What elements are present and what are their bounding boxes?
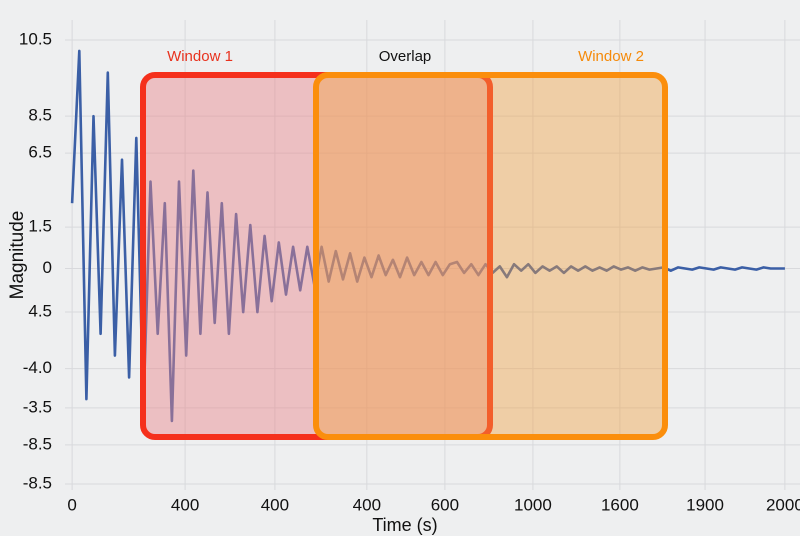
x-tick-label: 0 — [67, 495, 76, 514]
y-tick-label: -4.0 — [23, 358, 52, 377]
y-tick-label: -8.5 — [23, 473, 52, 492]
x-tick-label: 400 — [353, 495, 381, 514]
x-tick-label: 2000 — [766, 495, 800, 514]
y-tick-label: 0 — [43, 258, 52, 277]
y-tick-label: 10.5 — [19, 29, 52, 48]
x-tick-label: 400 — [261, 495, 289, 514]
y-tick-label: 6.5 — [28, 143, 52, 162]
x-tick-label: 400 — [171, 495, 199, 514]
y-tick-label: 4.5 — [28, 302, 52, 321]
y-tick-label: -3.5 — [23, 397, 52, 416]
x-tick-label: 600 — [431, 495, 459, 514]
x-tick-label: 1000 — [514, 495, 552, 514]
x-axis-label: Time (s) — [372, 515, 437, 535]
x-tick-label: 1600 — [601, 495, 639, 514]
annotation: Window 2 — [578, 48, 644, 65]
y-tick-label: 1.5 — [28, 217, 52, 236]
y-axis-label: Magnitude — [7, 211, 28, 300]
window-2-box — [313, 72, 668, 440]
annotation: Window 1 — [167, 48, 233, 65]
x-tick-label: 1900 — [686, 495, 724, 514]
y-tick-label: 8.5 — [28, 106, 52, 125]
y-tick-label: -8.5 — [23, 434, 52, 453]
annotation: Overlap — [379, 48, 432, 65]
